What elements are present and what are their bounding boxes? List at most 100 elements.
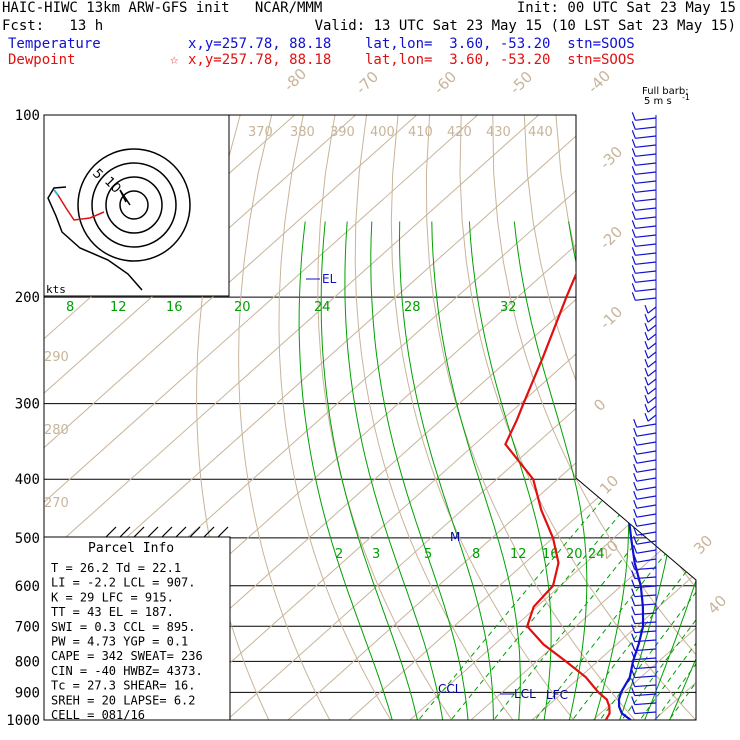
mixing-ratio-label: 3 <box>372 547 380 562</box>
mixing-ratio-label: 2 <box>335 547 343 562</box>
wind-barb-flag <box>631 687 636 696</box>
wind-barb-flag <box>644 412 649 422</box>
wind-barb <box>636 486 657 491</box>
barb-legend-units: 5 m s <box>644 96 672 107</box>
wind-barb <box>636 459 657 464</box>
wind-barb <box>636 558 657 563</box>
wind-barb-flag <box>631 175 636 184</box>
isotherm-label: 0 <box>590 395 609 414</box>
wind-barb <box>647 342 657 350</box>
wind-barb <box>647 387 657 395</box>
theta-label: 410 <box>408 125 433 140</box>
moist-adiabat-line <box>568 221 630 720</box>
isotherm-label: -80 <box>280 65 310 95</box>
dry-adiabat-line <box>425 115 647 720</box>
wind-barb-flag <box>631 283 636 292</box>
isotherm-line <box>715 115 740 720</box>
dry-adiabat-line <box>492 115 696 720</box>
mixing-ratio-label: 28 <box>404 300 421 315</box>
wind-barb <box>634 639 657 643</box>
wind-barb-flag <box>644 331 649 341</box>
wind-barb <box>636 441 657 446</box>
wind-barb-flag <box>644 340 649 350</box>
isotherm-line <box>44 115 539 720</box>
moist-adiabat-line <box>398 221 494 720</box>
header-line1-left: HAIC-HIWC 13km ARW-GFS init NCAR/MMM <box>2 0 323 16</box>
wind-barb <box>634 585 657 589</box>
m-marker-label: M <box>450 530 460 544</box>
wind-barb <box>634 711 657 715</box>
parcel-info-row: Tc = 27.3 SHEAR= 16. <box>51 679 196 693</box>
lfc-marker-label: LFC <box>546 688 568 702</box>
wind-barb-flag <box>644 385 649 395</box>
wind-barb-flag <box>631 211 636 220</box>
moist-adiabat-line <box>370 221 470 720</box>
dewpoint-station-info: x,y=257.78, 88.18 lat,lon= 3.60, -53.20 … <box>188 52 635 68</box>
header-line1-right: Init: 00 UTC Sat 23 May 15 <box>516 0 736 16</box>
parcel-info-row: CELL = 081/16 <box>51 708 145 722</box>
isotherm-line <box>348 115 696 720</box>
wind-barb <box>635 288 657 292</box>
wind-barb <box>635 207 657 211</box>
wind-barb <box>634 594 657 598</box>
parcel-box-hatch <box>175 526 187 538</box>
wind-barb <box>635 117 657 121</box>
wind-barb <box>635 171 657 175</box>
mixing-ratio-line <box>590 296 696 720</box>
parcel-info-row: K = 29 LFC = 915. <box>51 590 174 604</box>
isotherm-line <box>44 115 478 720</box>
wind-barb-flag <box>633 499 638 509</box>
wind-barb <box>647 369 657 377</box>
hodograph-ring <box>119 190 149 220</box>
wind-barb-flag <box>633 463 638 473</box>
moist-adiabat-line <box>513 221 588 720</box>
wind-barb-flag <box>631 157 636 166</box>
wind-barb <box>647 360 657 368</box>
pressure-tick-label: 200 <box>15 290 40 306</box>
dry-adiabat-line <box>714 115 740 733</box>
wind-barb <box>636 504 657 509</box>
isotherm-label: 40 <box>704 592 730 618</box>
temperature-legend-label: Temperature <box>8 36 101 52</box>
wind-barb <box>647 333 657 341</box>
wind-barb-flag <box>633 472 638 482</box>
dry-adiabat-line <box>650 115 696 720</box>
wind-barb <box>634 630 657 634</box>
parcel-info-row: LI = -2.2 LCL = 907. <box>51 576 196 590</box>
wind-barb-flag <box>631 633 636 642</box>
dry-adiabat-line <box>587 115 696 720</box>
dewpoint-star-icon: ☆ <box>170 52 179 68</box>
wind-barb <box>636 495 657 500</box>
wind-barb-flag <box>631 148 636 157</box>
parcel-box-hatch <box>161 526 173 538</box>
wind-barb <box>635 297 657 301</box>
pressure-tick-label: 1000 <box>6 713 40 729</box>
pressure-tick-label: 600 <box>15 579 40 595</box>
wind-barb <box>634 576 657 580</box>
theta-label: 440 <box>528 125 553 140</box>
wind-barb-flag <box>644 367 649 377</box>
wind-barb <box>636 468 657 473</box>
wind-barb <box>636 540 657 545</box>
parcel-info-row: CIN = -40 HWBZ= 4373. <box>51 664 203 678</box>
isotherm-line <box>44 115 600 720</box>
wind-barb <box>647 324 657 332</box>
wind-barb <box>634 666 657 670</box>
wind-barb-flag <box>631 265 636 274</box>
wind-barb <box>635 126 657 130</box>
isotherm-line <box>653 115 696 720</box>
dry-adiabat-line <box>390 115 585 720</box>
wind-barb <box>635 189 657 193</box>
parcel-box-hatch <box>105 526 117 538</box>
parcel-info-row: PW = 4.73 YGP = 0.1 <box>51 635 188 649</box>
wind-barb-flag <box>631 606 636 615</box>
wind-barb <box>635 234 657 238</box>
wind-barb <box>634 657 657 661</box>
wind-barb-flag <box>644 313 649 323</box>
wind-barb <box>635 252 657 256</box>
wind-barb-flag <box>631 624 636 633</box>
isotherm-line <box>470 115 696 720</box>
isotherm-label: -10 <box>596 303 626 333</box>
isotherm-line <box>44 115 356 720</box>
